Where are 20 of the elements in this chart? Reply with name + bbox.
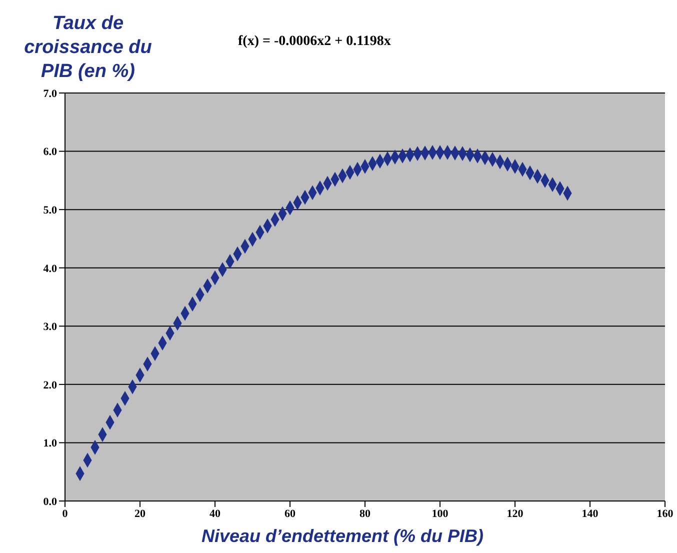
x-tick-label: 80 bbox=[360, 508, 371, 520]
y-tick-label: 1.0 bbox=[43, 438, 58, 450]
x-tick-label: 0 bbox=[62, 508, 68, 520]
y-tick-label: 0.0 bbox=[43, 496, 58, 508]
chart-title: f(x) = -0.0006x2 + 0.1198x bbox=[238, 34, 391, 50]
x-tick-label: 160 bbox=[656, 508, 674, 520]
y-axis-title: Taux de croissance du PIB (en %) bbox=[23, 12, 153, 84]
y-tick-label: 4.0 bbox=[43, 262, 58, 275]
x-tick-label: 140 bbox=[582, 508, 599, 520]
y-tick-label: 2.0 bbox=[43, 379, 58, 392]
x-tick-label: 100 bbox=[432, 508, 449, 520]
x-tick-label: 40 bbox=[210, 508, 221, 520]
x-tick-label: 120 bbox=[506, 508, 524, 520]
x-axis-title: Niveau d’endettement (% du PIB) bbox=[200, 526, 485, 547]
x-tick-label: 60 bbox=[284, 508, 296, 520]
x-tick-label: 20 bbox=[134, 508, 146, 520]
y-tick-label: 6.0 bbox=[43, 146, 58, 158]
y-tick-label: 7.0 bbox=[43, 88, 58, 100]
y-tick-label: 3.0 bbox=[43, 321, 58, 334]
y-tick-label: 5.0 bbox=[43, 204, 58, 216]
